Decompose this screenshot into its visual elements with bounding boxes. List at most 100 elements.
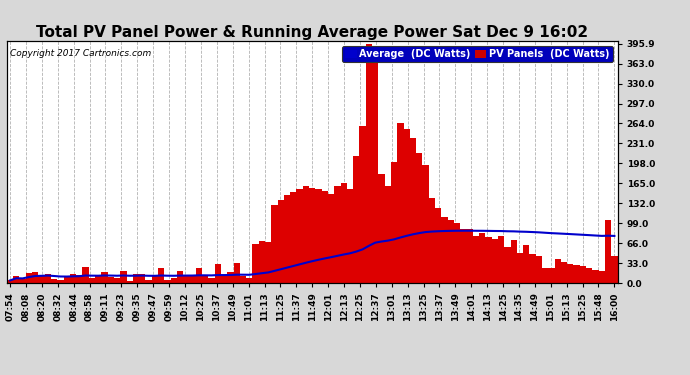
- Bar: [328, 194, 334, 283]
- Bar: [170, 278, 177, 283]
- Bar: [177, 271, 183, 283]
- Bar: [605, 220, 611, 283]
- Bar: [315, 189, 322, 283]
- Bar: [309, 188, 315, 283]
- Bar: [391, 162, 397, 283]
- Bar: [555, 259, 561, 283]
- Bar: [259, 241, 265, 283]
- Bar: [580, 266, 586, 283]
- Bar: [473, 236, 479, 283]
- Bar: [479, 233, 485, 283]
- Bar: [359, 126, 366, 283]
- Bar: [19, 279, 26, 283]
- Bar: [32, 272, 39, 283]
- Bar: [384, 186, 391, 283]
- Bar: [101, 272, 108, 283]
- Bar: [89, 278, 95, 283]
- Bar: [95, 276, 101, 283]
- Bar: [504, 247, 511, 283]
- Bar: [51, 279, 57, 283]
- Legend: Average  (DC Watts), PV Panels  (DC Watts): Average (DC Watts), PV Panels (DC Watts): [342, 46, 613, 62]
- Bar: [454, 223, 460, 283]
- Bar: [284, 195, 290, 283]
- Bar: [593, 270, 599, 283]
- Bar: [7, 280, 13, 283]
- Bar: [114, 278, 120, 283]
- Bar: [567, 264, 573, 283]
- Bar: [523, 245, 529, 283]
- Bar: [435, 207, 442, 283]
- Bar: [158, 268, 164, 283]
- Bar: [208, 278, 215, 283]
- Bar: [442, 217, 448, 283]
- Bar: [428, 198, 435, 283]
- Bar: [611, 256, 618, 283]
- Text: Copyright 2017 Cartronics.com: Copyright 2017 Cartronics.com: [10, 48, 151, 57]
- Bar: [271, 204, 277, 283]
- Bar: [196, 268, 202, 283]
- Bar: [45, 274, 51, 283]
- Bar: [372, 59, 378, 283]
- Bar: [290, 192, 297, 283]
- Bar: [485, 237, 492, 283]
- Bar: [347, 189, 353, 283]
- Bar: [561, 262, 567, 283]
- Bar: [460, 229, 466, 283]
- Bar: [466, 230, 473, 283]
- Bar: [183, 275, 190, 283]
- Bar: [202, 276, 208, 283]
- Bar: [233, 263, 240, 283]
- Bar: [139, 273, 146, 283]
- Bar: [517, 253, 523, 283]
- Bar: [416, 153, 422, 283]
- Bar: [366, 44, 372, 283]
- Bar: [410, 138, 416, 283]
- Bar: [549, 268, 555, 283]
- Bar: [397, 123, 404, 283]
- Bar: [353, 156, 359, 283]
- Bar: [404, 129, 410, 283]
- Bar: [492, 239, 498, 283]
- Bar: [146, 280, 152, 283]
- Bar: [277, 200, 284, 283]
- Bar: [164, 280, 170, 283]
- Bar: [529, 254, 535, 283]
- Bar: [63, 277, 70, 283]
- Bar: [70, 274, 76, 283]
- Bar: [13, 276, 19, 283]
- Title: Total PV Panel Power & Running Average Power Sat Dec 9 16:02: Total PV Panel Power & Running Average P…: [36, 25, 589, 40]
- Bar: [190, 275, 196, 283]
- Bar: [498, 236, 504, 283]
- Bar: [126, 280, 132, 283]
- Bar: [253, 244, 259, 283]
- Bar: [322, 191, 328, 283]
- Bar: [448, 220, 454, 283]
- Bar: [82, 267, 89, 283]
- Bar: [221, 276, 227, 283]
- Bar: [246, 278, 253, 283]
- Bar: [57, 280, 63, 283]
- Bar: [152, 276, 158, 283]
- Bar: [303, 186, 309, 283]
- Bar: [240, 276, 246, 283]
- Bar: [535, 256, 542, 283]
- Bar: [573, 265, 580, 283]
- Bar: [334, 186, 341, 283]
- Bar: [120, 272, 126, 283]
- Bar: [599, 271, 605, 283]
- Bar: [586, 268, 593, 283]
- Bar: [108, 277, 114, 283]
- Bar: [422, 165, 428, 283]
- Bar: [341, 183, 347, 283]
- Bar: [39, 275, 45, 283]
- Bar: [542, 268, 549, 283]
- Bar: [76, 275, 82, 283]
- Bar: [378, 174, 384, 283]
- Bar: [297, 189, 303, 283]
- Bar: [265, 242, 271, 283]
- Bar: [227, 272, 233, 283]
- Bar: [132, 274, 139, 283]
- Bar: [215, 264, 221, 283]
- Bar: [511, 240, 517, 283]
- Bar: [26, 273, 32, 283]
